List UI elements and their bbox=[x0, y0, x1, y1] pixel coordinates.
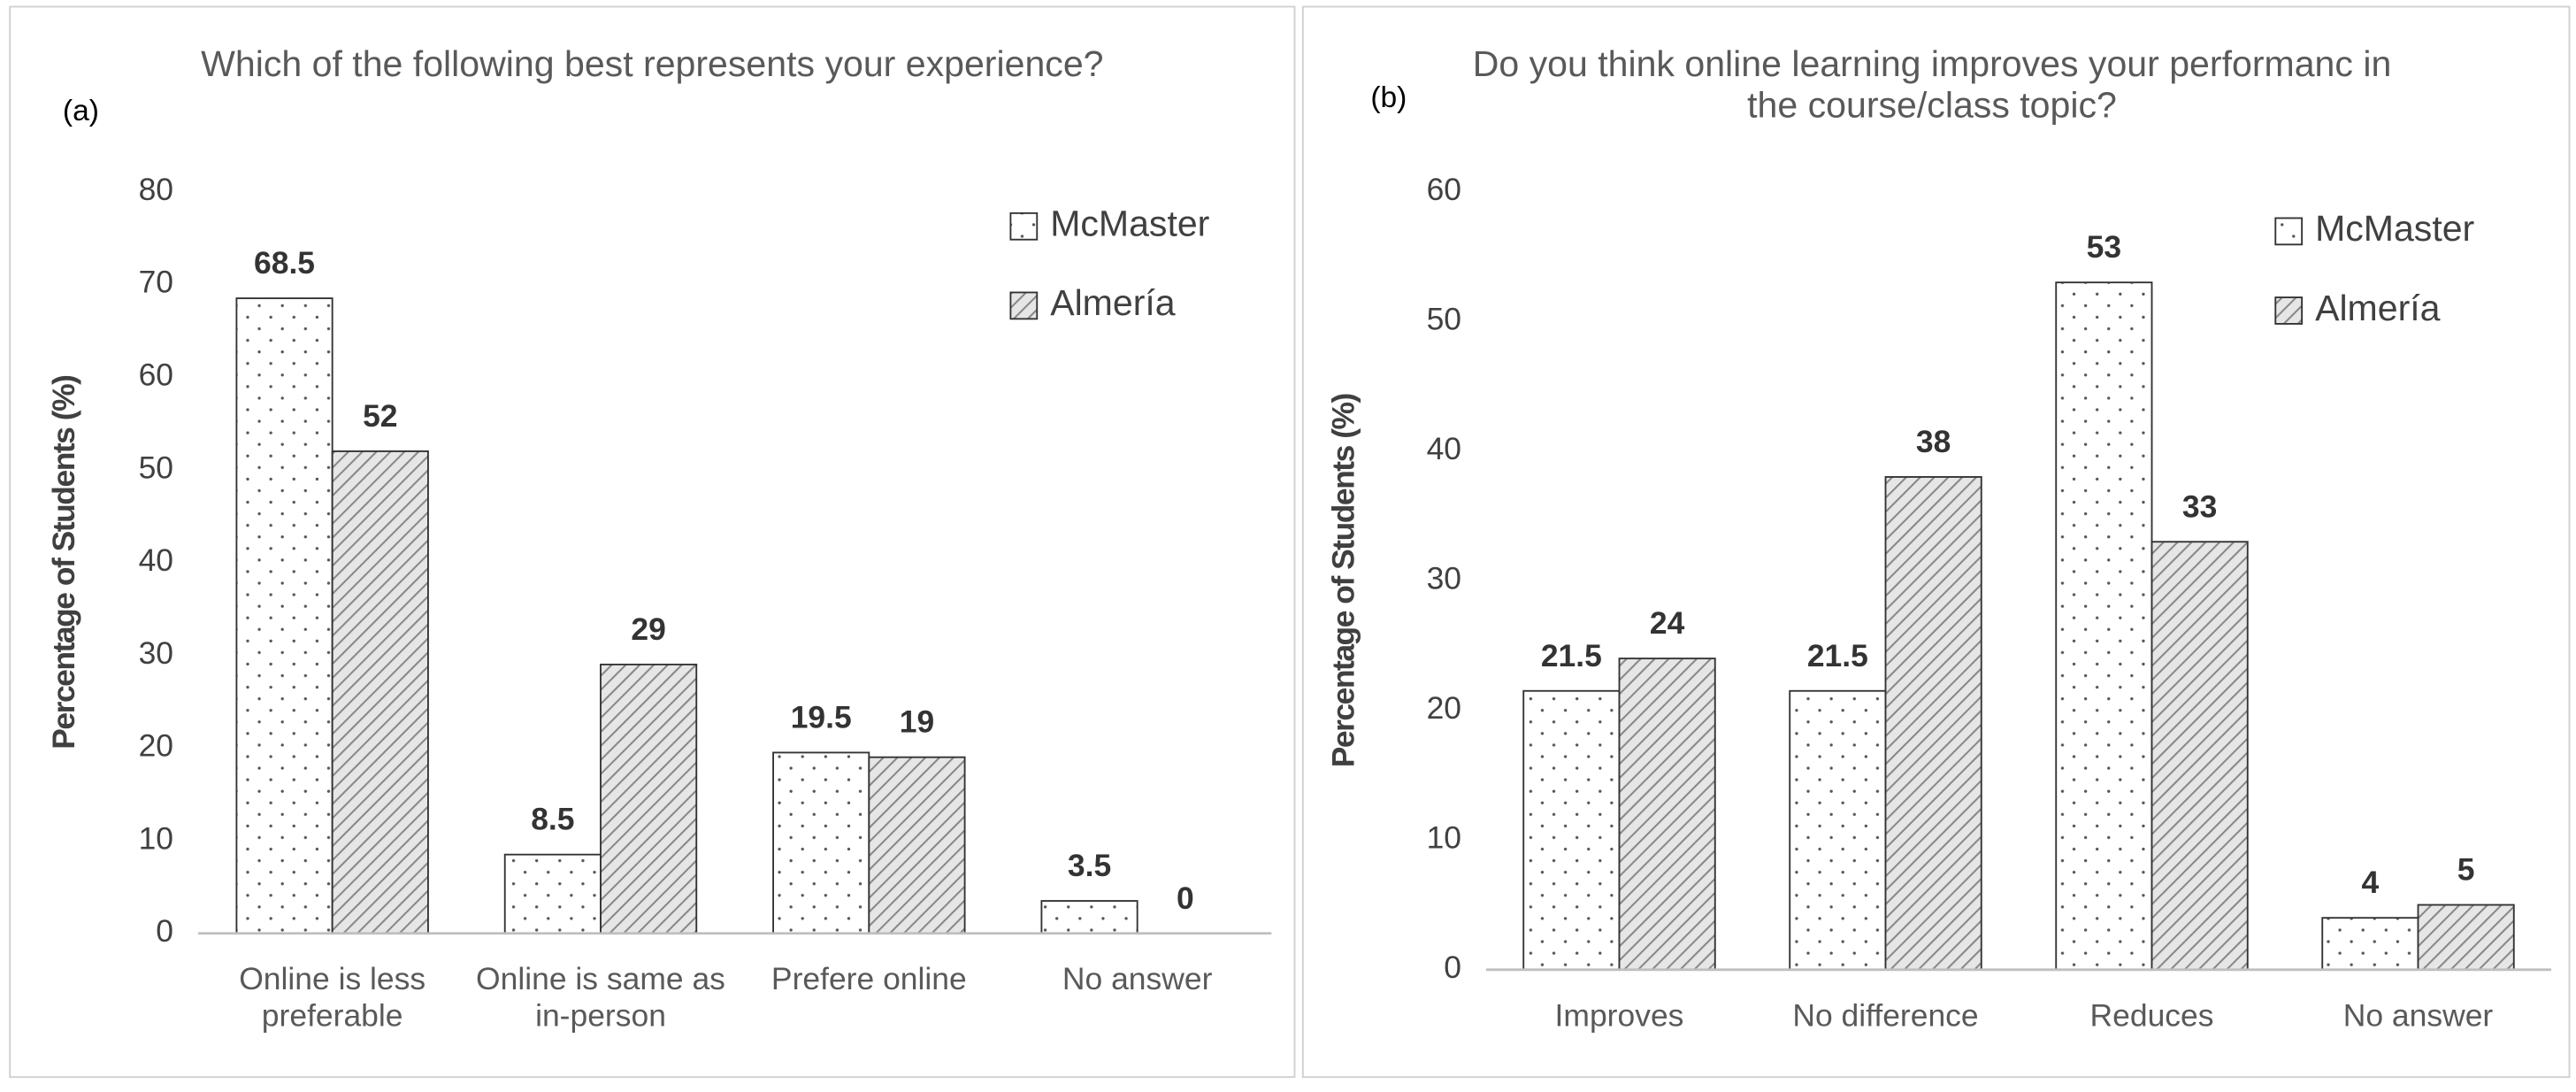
bar-pattern bbox=[503, 853, 602, 934]
bar-pattern bbox=[1040, 900, 1138, 934]
bar-pattern bbox=[772, 751, 870, 934]
x-tick-label: No answer bbox=[1062, 963, 1213, 998]
y-tick-label: 10 bbox=[139, 820, 173, 856]
y-tick-label: 60 bbox=[1427, 172, 1461, 207]
x-tick-label-box: Online is less preferable bbox=[239, 963, 426, 1034]
y-tick-label: 70 bbox=[139, 265, 173, 300]
bar-pattern bbox=[600, 663, 698, 934]
data-label: 38 bbox=[1916, 424, 1951, 459]
bar-pattern bbox=[1884, 476, 1982, 971]
data-label: 19.5 bbox=[791, 699, 852, 734]
y-tick-label: 40 bbox=[139, 542, 173, 578]
data-label: 8.5 bbox=[531, 802, 574, 837]
legend-swatch-pattern bbox=[2274, 296, 2304, 325]
y-axis-label: Percentage of Students (%) bbox=[1326, 393, 1361, 767]
x-tick-label: Online is less preferable bbox=[239, 963, 426, 1034]
y-tick-label: 10 bbox=[1427, 820, 1461, 856]
data-label: 53 bbox=[2087, 229, 2121, 265]
legend-label: Almería bbox=[1050, 282, 1176, 323]
data-label: 68.5 bbox=[254, 245, 315, 281]
y-tick-label: 20 bbox=[1427, 690, 1461, 726]
bar-pattern bbox=[2055, 281, 2153, 971]
data-label: 3.5 bbox=[1068, 848, 1111, 883]
x-tick-label-box: No answer bbox=[1062, 963, 1213, 998]
bar-pattern bbox=[331, 450, 429, 934]
panel-border bbox=[9, 5, 1296, 1079]
y-axis-label: Percentage of Students (%) bbox=[46, 375, 81, 750]
y-tick-label: 50 bbox=[139, 450, 173, 485]
x-tick-label: Reduces bbox=[2089, 999, 2214, 1034]
data-label: 21.5 bbox=[1541, 638, 1602, 673]
y-tick-label: 50 bbox=[1427, 301, 1461, 336]
data-label: 29 bbox=[631, 611, 665, 647]
x-tick-label-box: Improves bbox=[1554, 999, 1684, 1034]
x-tick-label: Online is same as in-person bbox=[476, 963, 725, 1034]
data-label: 52 bbox=[363, 398, 397, 434]
x-tick-label-box: Prefere online bbox=[770, 963, 967, 998]
x-tick-label: No difference bbox=[1792, 999, 1979, 1034]
y-tick-label: 0 bbox=[156, 913, 173, 949]
x-tick-label: Prefere online bbox=[770, 963, 967, 998]
y-tick-label: 30 bbox=[1427, 561, 1461, 596]
chart-title: Do you think online learning improves yo… bbox=[1472, 42, 2392, 127]
legend-swatch-pattern bbox=[1009, 291, 1039, 320]
x-tick-label-box: No difference bbox=[1792, 999, 1979, 1034]
data-label: 21.5 bbox=[1807, 638, 1868, 673]
legend-swatch-pattern bbox=[1009, 211, 1039, 241]
bar-pattern bbox=[1522, 689, 1621, 971]
legend-label: McMaster bbox=[2315, 208, 2474, 249]
data-label: 5 bbox=[2457, 852, 2475, 888]
bar-pattern bbox=[2321, 917, 2419, 971]
y-tick-label: 40 bbox=[1427, 431, 1461, 466]
bar-pattern bbox=[1618, 658, 1716, 971]
chart-title: Which of the following best represents y… bbox=[201, 42, 1104, 85]
x-tick-label: No answer bbox=[2342, 999, 2494, 1034]
y-tick-label: 30 bbox=[139, 635, 173, 671]
y-tick-label: 60 bbox=[139, 357, 173, 392]
x-tick-label: Improves bbox=[1554, 999, 1684, 1034]
data-label: 4 bbox=[2362, 865, 2380, 900]
bar-pattern bbox=[868, 756, 966, 934]
panel-border bbox=[1301, 5, 2571, 1079]
x-tick-label-box: No answer bbox=[2342, 999, 2494, 1034]
data-label: 0 bbox=[1177, 881, 1194, 916]
data-label: 19 bbox=[900, 704, 934, 740]
y-tick-label: 20 bbox=[139, 728, 173, 764]
data-label: 24 bbox=[1650, 605, 1685, 641]
y-tick-label: 80 bbox=[139, 172, 173, 207]
y-tick-label: 0 bbox=[1444, 950, 1461, 985]
bar-pattern bbox=[2150, 541, 2249, 971]
x-tick-label-box: Reduces bbox=[2089, 999, 2214, 1034]
chart-title-box: Which of the following best represents y… bbox=[201, 42, 1104, 85]
legend-label: McMaster bbox=[1050, 204, 1209, 244]
panel-label: (a) bbox=[63, 95, 99, 127]
bar-pattern bbox=[1789, 689, 1887, 971]
data-label: 33 bbox=[2182, 488, 2217, 524]
legend-swatch-pattern bbox=[2274, 217, 2304, 246]
legend-label: Almería bbox=[2315, 288, 2441, 328]
panel-label: (b) bbox=[1370, 81, 1407, 114]
x-tick-label-box: Online is same as in-person bbox=[476, 963, 725, 1034]
chart-title-box: Do you think online learning improves yo… bbox=[1472, 42, 2392, 127]
bar-pattern bbox=[235, 297, 334, 934]
bar-pattern bbox=[2417, 904, 2515, 971]
